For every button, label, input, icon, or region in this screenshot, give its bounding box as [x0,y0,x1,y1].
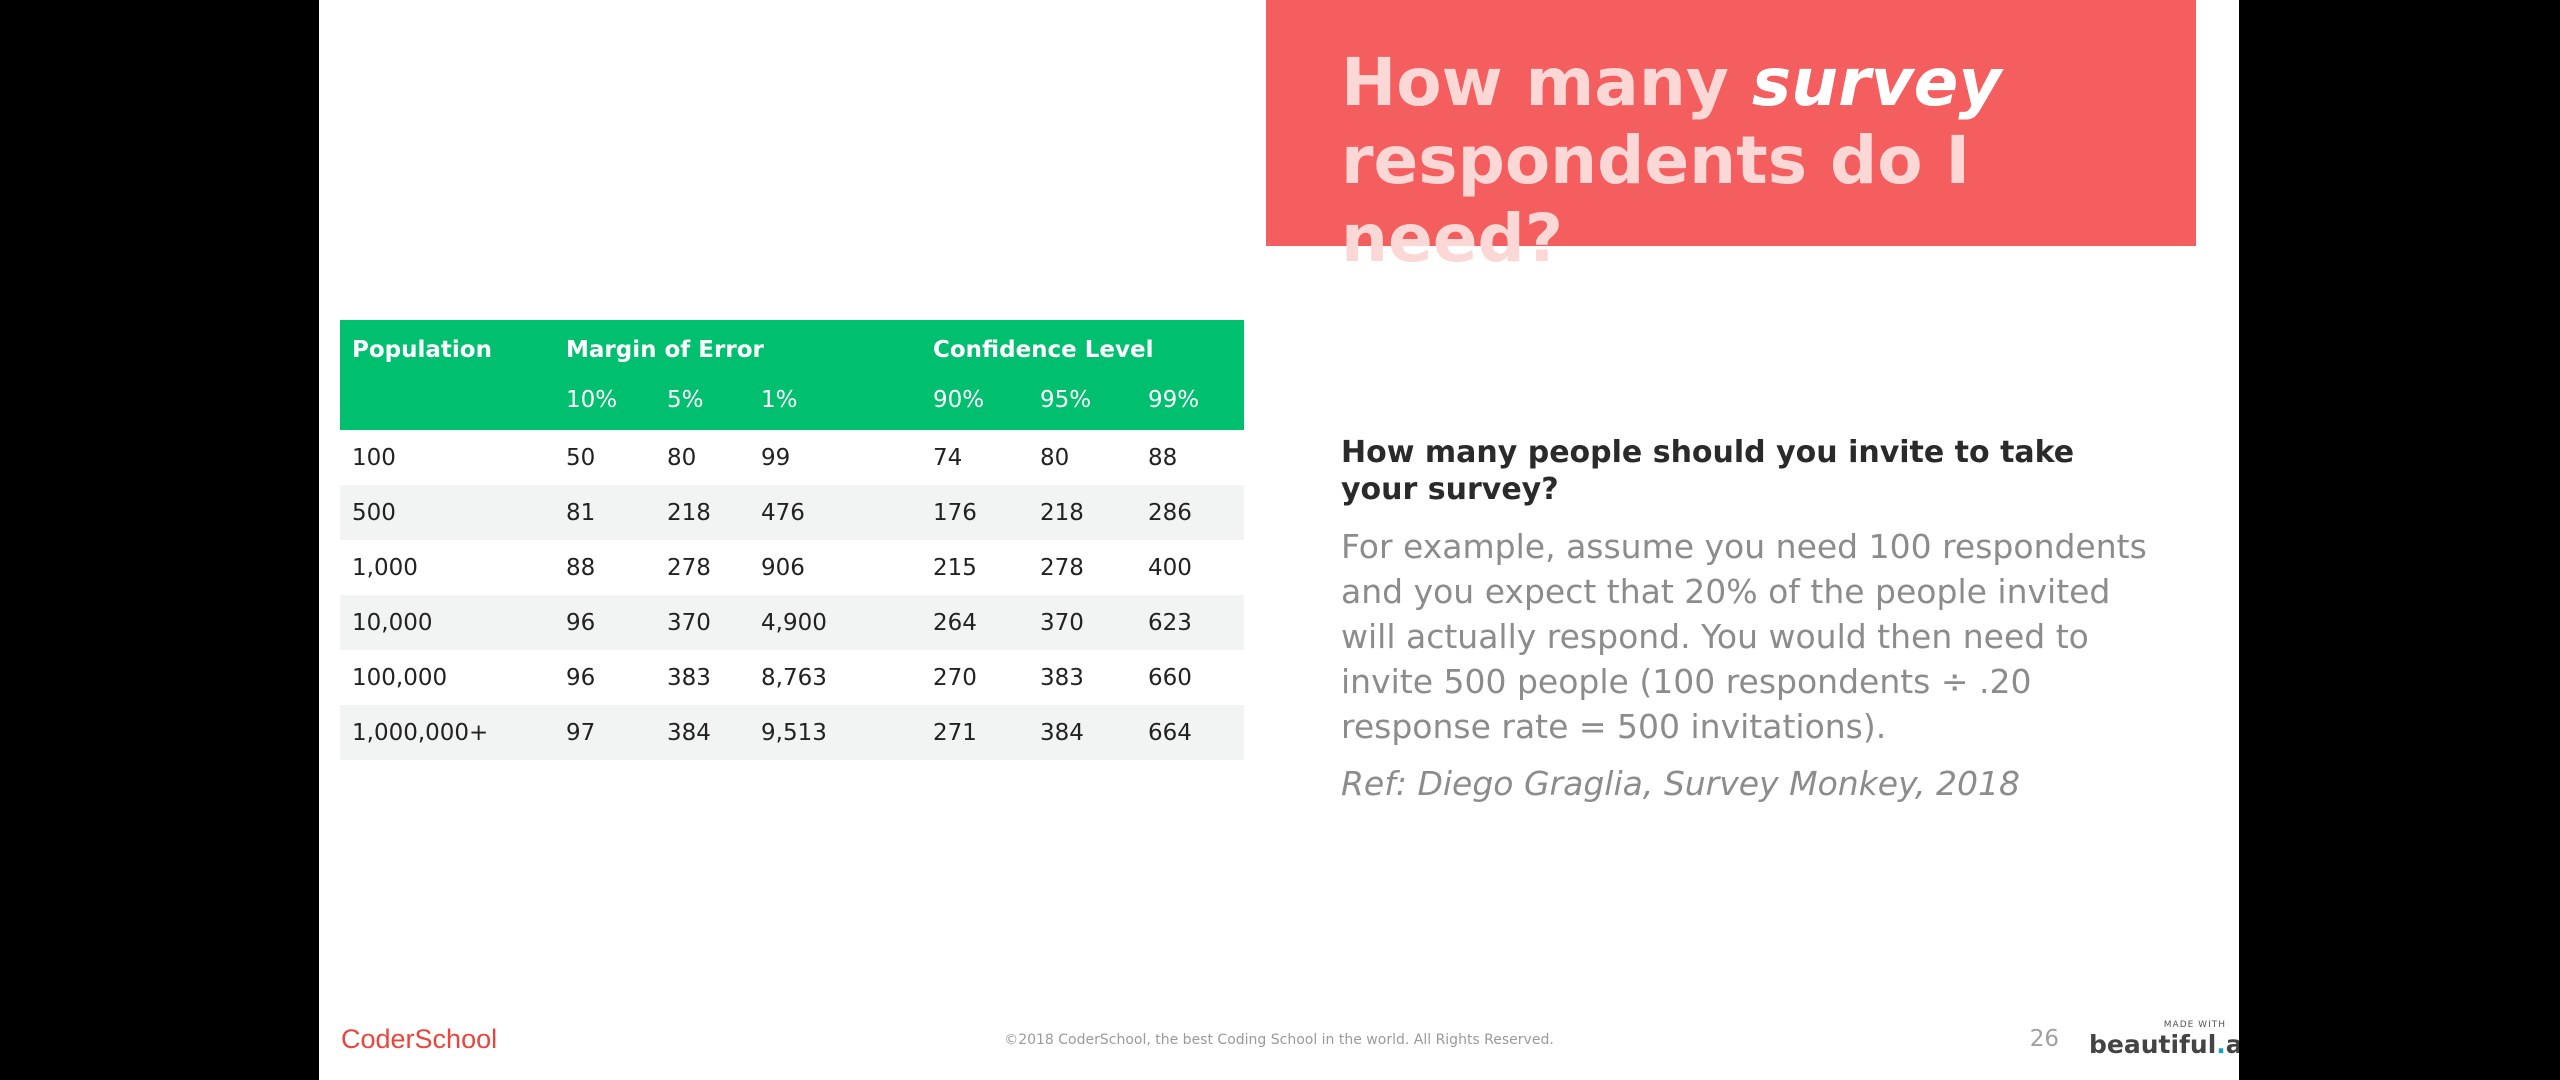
cell: 176 [933,499,977,526]
brand-dot: . [2216,1030,2226,1059]
cell: 81 [566,499,596,526]
table-row: 1,000,000+ 97 384 9,513 271 384 664 [340,705,1244,760]
cell: 384 [1040,719,1084,746]
cell: 218 [1040,499,1084,526]
cell: 50 [566,444,596,471]
cell: 88 [566,554,596,581]
cell: 278 [1040,554,1084,581]
cell: 383 [1040,664,1084,691]
sample-size-table: Population Margin of Error Confidence Le… [340,320,1244,760]
table-row: 100 50 80 99 74 80 88 [340,430,1244,485]
cell: 99 [761,444,791,471]
cell: 383 [667,664,711,691]
cell-population: 1,000 [352,554,418,581]
header-moe-5: 5% [667,387,704,413]
slide-title: How many survey respondents do I need? [1341,44,2161,278]
cell: 9,513 [761,719,827,746]
brand-right: ai [2225,1030,2239,1059]
header-moe-1: 1% [761,387,798,413]
cell: 370 [667,609,711,636]
table-group-header-row: Population Margin of Error Confidence Le… [340,320,1244,376]
cell-population: 500 [352,499,396,526]
cell: 74 [933,444,963,471]
slide: How many survey respondents do I need? P… [319,0,2239,1080]
cell: 400 [1148,554,1192,581]
table-row: 100,000 96 383 8,763 270 383 660 [340,650,1244,705]
cell: 264 [933,609,977,636]
cell: 370 [1040,609,1084,636]
table-sub-header-row: 10% 5% 1% 90% 95% 99% [340,376,1244,430]
cell-population: 100 [352,444,396,471]
cell: 286 [1148,499,1192,526]
example-paragraph: For example, assume you need 100 respond… [1341,527,2147,746]
header-population: Population [352,337,492,363]
cell: 664 [1148,719,1192,746]
header-cl-90: 90% [933,387,985,413]
cell: 215 [933,554,977,581]
cell: 278 [667,554,711,581]
cell: 97 [566,719,596,746]
table-row: 500 81 218 476 176 218 286 [340,485,1244,540]
table-row: 1,000 88 278 906 215 278 400 [340,540,1244,595]
cell: 623 [1148,609,1192,636]
made-with-label: MADE WITH [2163,1020,2226,1030]
brand-left: beautiful [2089,1030,2217,1059]
cell: 88 [1148,444,1178,471]
coderschool-logo: CoderSchool [341,1024,498,1054]
cell-population: 10,000 [352,609,433,636]
reference-citation: Ref: Diego Graglia, Survey Monkey, 2018 [1341,764,2021,803]
title-emphasis: survey [1751,44,2002,121]
cell: 80 [1040,444,1070,471]
cell: 96 [566,664,596,691]
cell: 96 [566,609,596,636]
header-cl-95: 95% [1040,387,1092,413]
title-banner: How many survey respondents do I need? [1266,0,2196,277]
cell: 218 [667,499,711,526]
cell-population: 100,000 [352,664,448,691]
cell: 80 [667,444,697,471]
cell: 8,763 [761,664,827,691]
header-moe-10: 10% [566,387,618,413]
header-margin-of-error: Margin of Error [566,337,764,363]
table-row: 10,000 96 370 4,900 264 370 623 [340,595,1244,650]
cell: 4,900 [761,609,827,636]
question-heading: How many people should you invite to tak… [1341,435,2075,507]
body-text-block: How many people should you invite to tak… [1341,434,2181,805]
cell: 270 [933,664,977,691]
cell: 384 [667,719,711,746]
cell-population: 1,000,000+ [352,719,489,746]
cell: 271 [933,719,977,746]
cell: 476 [761,499,805,526]
cell: 906 [761,554,805,581]
cell: 660 [1148,664,1192,691]
page-number: 26 [2029,1026,2059,1052]
header-confidence-level: Confidence Level [933,337,1154,363]
title-line2: respondents do I need? [1341,122,1971,277]
copyright-notice: ©2018 CoderSchool, the best Coding Schoo… [1004,1032,1554,1048]
header-empty [340,376,554,430]
title-prefix: How many [1341,44,1752,121]
beautiful-ai-logo: beautiful.ai [2089,1030,2239,1059]
header-cl-99: 99% [1148,387,1200,413]
